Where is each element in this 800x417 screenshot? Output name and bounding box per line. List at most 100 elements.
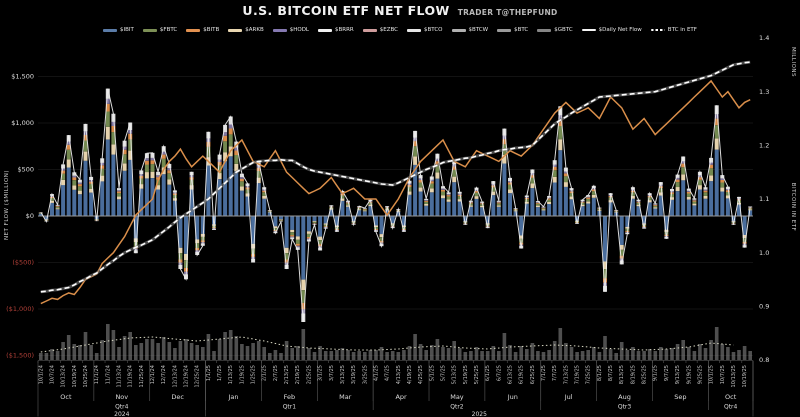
svg-text:($500): ($500): [12, 259, 34, 267]
svg-text:May: May: [450, 393, 464, 401]
svg-text:2/25/25: 2/25/25: [306, 365, 312, 384]
svg-text:7/19/25: 7/19/25: [575, 365, 581, 384]
legend-swatch: [451, 28, 466, 32]
svg-text:11/1/24: 11/1/24: [94, 365, 100, 384]
svg-text:2/7/25: 2/7/25: [273, 365, 279, 381]
legend-label: $GBTC: [554, 27, 573, 33]
legend-swatch: [407, 28, 422, 32]
svg-text:7/1/25: 7/1/25: [541, 365, 547, 381]
legend-swatch: [362, 28, 377, 32]
svg-text:1.1: 1.1: [759, 195, 769, 203]
svg-text:Qtr4: Qtr4: [724, 404, 738, 411]
svg-text:12/19/24: 12/19/24: [184, 365, 190, 387]
svg-text:10/7/24: 10/7/24: [49, 365, 55, 384]
svg-text:4/13/25: 4/13/25: [396, 365, 402, 384]
svg-text:5/7/25: 5/7/25: [440, 365, 446, 381]
svg-text:1.4: 1.4: [759, 34, 769, 42]
svg-text:7/7/25: 7/7/25: [552, 365, 558, 381]
svg-text:6/1/25: 6/1/25: [485, 365, 491, 381]
svg-text:2025: 2025: [472, 411, 487, 417]
svg-text:0.8: 0.8: [759, 356, 769, 364]
right-axis-title: BITCOIN IN ETF: [790, 183, 796, 232]
svg-text:9/1/25: 9/1/25: [653, 365, 659, 381]
legend-item--btco: $BTCO: [407, 27, 443, 33]
svg-text:6/25/25: 6/25/25: [530, 365, 536, 384]
legend-label: $FBTC: [159, 27, 178, 33]
svg-text:0.9: 0.9: [759, 303, 769, 311]
volume-trend-line: [40, 336, 734, 353]
legend-label: $ARKB: [245, 27, 264, 33]
svg-text:12/7/24: 12/7/24: [161, 365, 167, 384]
legend-item--ezbc: $EZBC: [362, 27, 399, 33]
svg-text:5/1/25: 5/1/25: [429, 365, 435, 381]
svg-text:($1,500): ($1,500): [6, 352, 34, 360]
svg-text:4/19/25: 4/19/25: [407, 365, 413, 384]
legend-item--hodl: $HODL: [272, 27, 309, 33]
legend-swatch: [142, 28, 157, 32]
svg-text:8/25/25: 8/25/25: [642, 365, 648, 384]
legend-label: $BTCW: [468, 27, 489, 33]
svg-text:8/7/25: 8/7/25: [608, 365, 614, 381]
svg-text:1/7/25: 1/7/25: [217, 365, 223, 381]
legend-label: BTC in ETF: [667, 27, 697, 33]
legend-item--gbtc: $GBTC: [537, 27, 573, 33]
legend-swatch: [537, 28, 552, 32]
legend-item-btc-in-etf: BTC in ETF: [650, 27, 697, 33]
svg-text:10/13/24: 10/13/24: [61, 365, 67, 387]
legend-label: $BTC: [514, 27, 529, 33]
x-axis-year-labels: 2024 2025: [114, 361, 754, 417]
page-title: U.S. BITCOIN ETF NET FLOW: [242, 3, 450, 18]
svg-text:Qtr3: Qtr3: [618, 404, 632, 411]
svg-text:3/1/25: 3/1/25: [318, 365, 324, 381]
svg-text:Aug: Aug: [618, 393, 631, 401]
page-subtitle: TRADER T@THEPFUND: [457, 8, 558, 17]
legend-item--arkb: $ARKB: [228, 27, 264, 33]
svg-text:$500: $500: [17, 166, 34, 174]
legend-swatch: [497, 28, 512, 32]
svg-text:1/19/25: 1/19/25: [239, 365, 245, 384]
svg-text:Qtr2: Qtr2: [450, 404, 464, 411]
svg-text:9/25/25: 9/25/25: [697, 365, 703, 384]
svg-text:($1,000): ($1,000): [6, 305, 34, 313]
svg-text:Feb: Feb: [284, 393, 296, 401]
legend-label: $Daily Net Flow: [598, 27, 642, 33]
svg-text:10/25/24: 10/25/24: [83, 365, 89, 387]
legend-label: $IBIT: [120, 27, 134, 33]
legend-label: $BITB: [203, 27, 220, 33]
svg-text:10/13/25: 10/13/25: [731, 365, 737, 387]
svg-text:5/13/25: 5/13/25: [452, 365, 458, 384]
svg-text:11/13/24: 11/13/24: [116, 365, 122, 387]
right-axis-labels: 1.4 1.3 1.2 1.1 1.0 0.9 0.8: [759, 34, 769, 364]
svg-text:12/25/24: 12/25/24: [195, 365, 201, 387]
svg-text:10/7/25: 10/7/25: [720, 365, 726, 384]
flow-bars: [38, 88, 753, 322]
btc-in-etf-line: [40, 61, 751, 293]
legend-item--daily-net-flow: $Daily Net Flow: [581, 27, 642, 33]
svg-text:3/13/25: 3/13/25: [340, 365, 346, 384]
left-axis-title: NET FLOW ($MILLION): [4, 170, 10, 240]
legend-swatch: [228, 28, 243, 32]
svg-text:1.2: 1.2: [759, 142, 769, 150]
svg-text:1/13/25: 1/13/25: [228, 365, 234, 384]
legend-swatch: [318, 28, 332, 32]
svg-text:2/1/25: 2/1/25: [262, 365, 268, 381]
svg-text:Jun: Jun: [507, 393, 518, 401]
svg-text:Dec: Dec: [171, 393, 184, 401]
legend-swatch: [103, 28, 118, 32]
svg-text:2/19/25: 2/19/25: [295, 365, 301, 384]
legend-item--fbtc: $FBTC: [142, 27, 178, 33]
svg-text:10/1/24: 10/1/24: [38, 365, 44, 384]
svg-text:8/19/25: 8/19/25: [630, 365, 636, 384]
svg-text:5/19/25: 5/19/25: [463, 365, 469, 384]
x-axis-date-labels: 10/1/24 10/7/24 10/13/24 10/19/24 10/25/24 11…: [38, 365, 748, 387]
svg-text:Oct: Oct: [725, 393, 737, 401]
svg-text:6/13/25: 6/13/25: [508, 365, 514, 384]
svg-text:12/13/24: 12/13/24: [172, 365, 178, 387]
svg-text:$1,500: $1,500: [11, 73, 34, 81]
left-axis-labels: $1,500 $1,000 $500 $0 ($500) ($1,000) ($1,500): [6, 73, 34, 360]
legend-label: $EZBC: [379, 27, 399, 33]
legend-label: $BRRR: [335, 27, 354, 33]
svg-text:11/19/24: 11/19/24: [128, 365, 134, 387]
legend-label: $BTCO: [424, 27, 443, 33]
legend: $IBIT $FBTC $BITB $ARKB $HODL $BRRR $EZBC $BTCO…: [36, 27, 764, 33]
